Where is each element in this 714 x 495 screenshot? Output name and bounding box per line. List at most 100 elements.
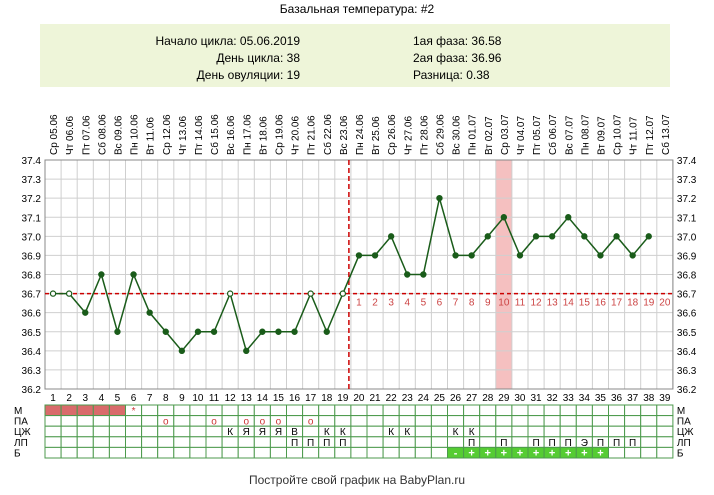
row-label-left-m: М: [14, 406, 22, 417]
temperature-point: [581, 233, 588, 240]
date-label: Вт 11.06: [146, 117, 157, 155]
y-tick-label-left: 36.6: [22, 309, 42, 320]
cycle-info-panel: Начало цикла: 05.06.2019 День цикла: 38 …: [40, 24, 670, 87]
day-number: 3: [82, 393, 88, 404]
row-mark-lp: П: [291, 438, 298, 449]
y-tick-label-left: 36.7: [22, 290, 42, 301]
chart-title: Базальная температура: #2: [279, 2, 435, 16]
row-mark-b: +: [597, 447, 603, 459]
row-cell-b: [302, 446, 320, 459]
row-mark-b: +: [501, 447, 507, 459]
row-cell-b: [92, 446, 110, 459]
date-label: Сб 29.06: [434, 114, 446, 155]
row-cell-b: [189, 446, 207, 459]
day-number: 13: [241, 393, 253, 404]
day-number: 36: [611, 393, 623, 404]
row-cell-pa: [608, 415, 626, 427]
y-tick-label-right: 36.7: [677, 290, 697, 301]
footer-link[interactable]: Постройте свой график на BabyPlan.ru: [248, 473, 466, 487]
row-cell-lp: [656, 436, 674, 448]
row-label-right-m: М: [677, 406, 685, 417]
row-cell-m: [511, 404, 529, 417]
y-tick-label-right: 36.3: [677, 366, 697, 377]
row-mark-b: +: [565, 447, 571, 459]
row-cell-pa: [350, 415, 368, 427]
row-cell-czh: [141, 425, 159, 438]
row-cell-b: [398, 446, 416, 459]
row-cell-czh: [44, 425, 62, 438]
row-mark-czh: В: [291, 427, 298, 438]
temperature-point: [275, 328, 282, 335]
row-cell-m: [543, 404, 561, 417]
date-label: Чт 20.06: [291, 116, 302, 155]
row-cell-m: [141, 404, 159, 417]
row-cell-m: [269, 404, 287, 417]
row-cell-lp: [108, 436, 127, 448]
temperature-point: [178, 347, 186, 355]
date-label: Вс 07.07: [564, 115, 575, 155]
day-number: 6: [131, 393, 137, 404]
phase2-day-number: 9: [485, 298, 491, 309]
day-number: 14: [257, 393, 269, 404]
plot-frame: [44, 159, 674, 390]
row-cell-b: [60, 446, 78, 459]
y-tick-label-right: 37.3: [677, 175, 697, 186]
row-cell-pa: [447, 415, 465, 427]
date-label: Вт 25.06: [371, 116, 382, 155]
temperature-point: [404, 271, 411, 278]
temperature-point: [243, 347, 250, 355]
temperature-point: [371, 252, 379, 259]
y-tick-label-right: 37.2: [677, 194, 697, 205]
y-tick-label-left: 36.5: [22, 328, 42, 339]
temperature-point: [468, 252, 475, 259]
row-cell-pa: [334, 415, 352, 427]
row-cell-lp: [205, 436, 223, 448]
day-number: 29: [498, 393, 510, 404]
row-cell-lp: [92, 436, 110, 448]
phase2-day-number: 12: [530, 298, 542, 309]
temperature-point: [339, 290, 347, 297]
temperature-point: [82, 309, 89, 316]
phase2-day-number: 10: [498, 298, 510, 309]
day-number: 18: [321, 393, 333, 404]
row-cell-czh: [575, 425, 593, 438]
row-cell-m: [479, 404, 497, 417]
row-cell-pa: [640, 415, 658, 427]
row-mark-pa: о: [163, 417, 169, 428]
row-cell-lp: [237, 436, 255, 448]
day-number: 25: [434, 393, 446, 404]
temperature-point: [500, 214, 508, 221]
date-label: Ср 12.06: [162, 114, 173, 155]
row-cell-pa: [479, 415, 497, 427]
row-cell-m: [76, 404, 94, 417]
row-cell-m: [640, 404, 658, 417]
day-number: 37: [627, 393, 639, 404]
day-number: 31: [530, 393, 542, 404]
row-cell-czh: [624, 425, 642, 438]
row-cell-m: [575, 404, 593, 417]
row-cell-czh: [543, 425, 561, 438]
y-tick-label-left: 37.4: [22, 156, 42, 167]
date-label: Пн 10.06: [130, 114, 141, 155]
row-cell-m: [189, 404, 207, 417]
temperature-point: [162, 328, 169, 335]
row-cell-czh: [108, 425, 127, 438]
cycle-day: День цикла: 38: [216, 51, 300, 65]
row-cell-czh: [92, 425, 110, 438]
row-cell-pa: [430, 415, 448, 427]
row-cell-m: [221, 404, 239, 417]
row-mark-czh: К: [388, 427, 394, 438]
row-cell-lp: [414, 436, 432, 448]
row-label-left-pa: ПА: [14, 417, 28, 428]
row-label-right-lp: ЛП: [677, 438, 691, 449]
row-mark-lp: П: [500, 438, 507, 449]
row-cell-b: [76, 446, 94, 459]
phase2-day-number: 2: [372, 298, 378, 309]
row-cell-czh: [430, 425, 448, 438]
temperature-point: [194, 328, 202, 335]
y-tick-label-right: 36.6: [677, 309, 697, 320]
date-label: Чт 06.06: [65, 116, 76, 155]
row-mark-czh: К: [453, 427, 459, 438]
row-label-right-czh: ЦЖ: [677, 427, 694, 438]
row-mark-lp: П: [549, 438, 556, 449]
